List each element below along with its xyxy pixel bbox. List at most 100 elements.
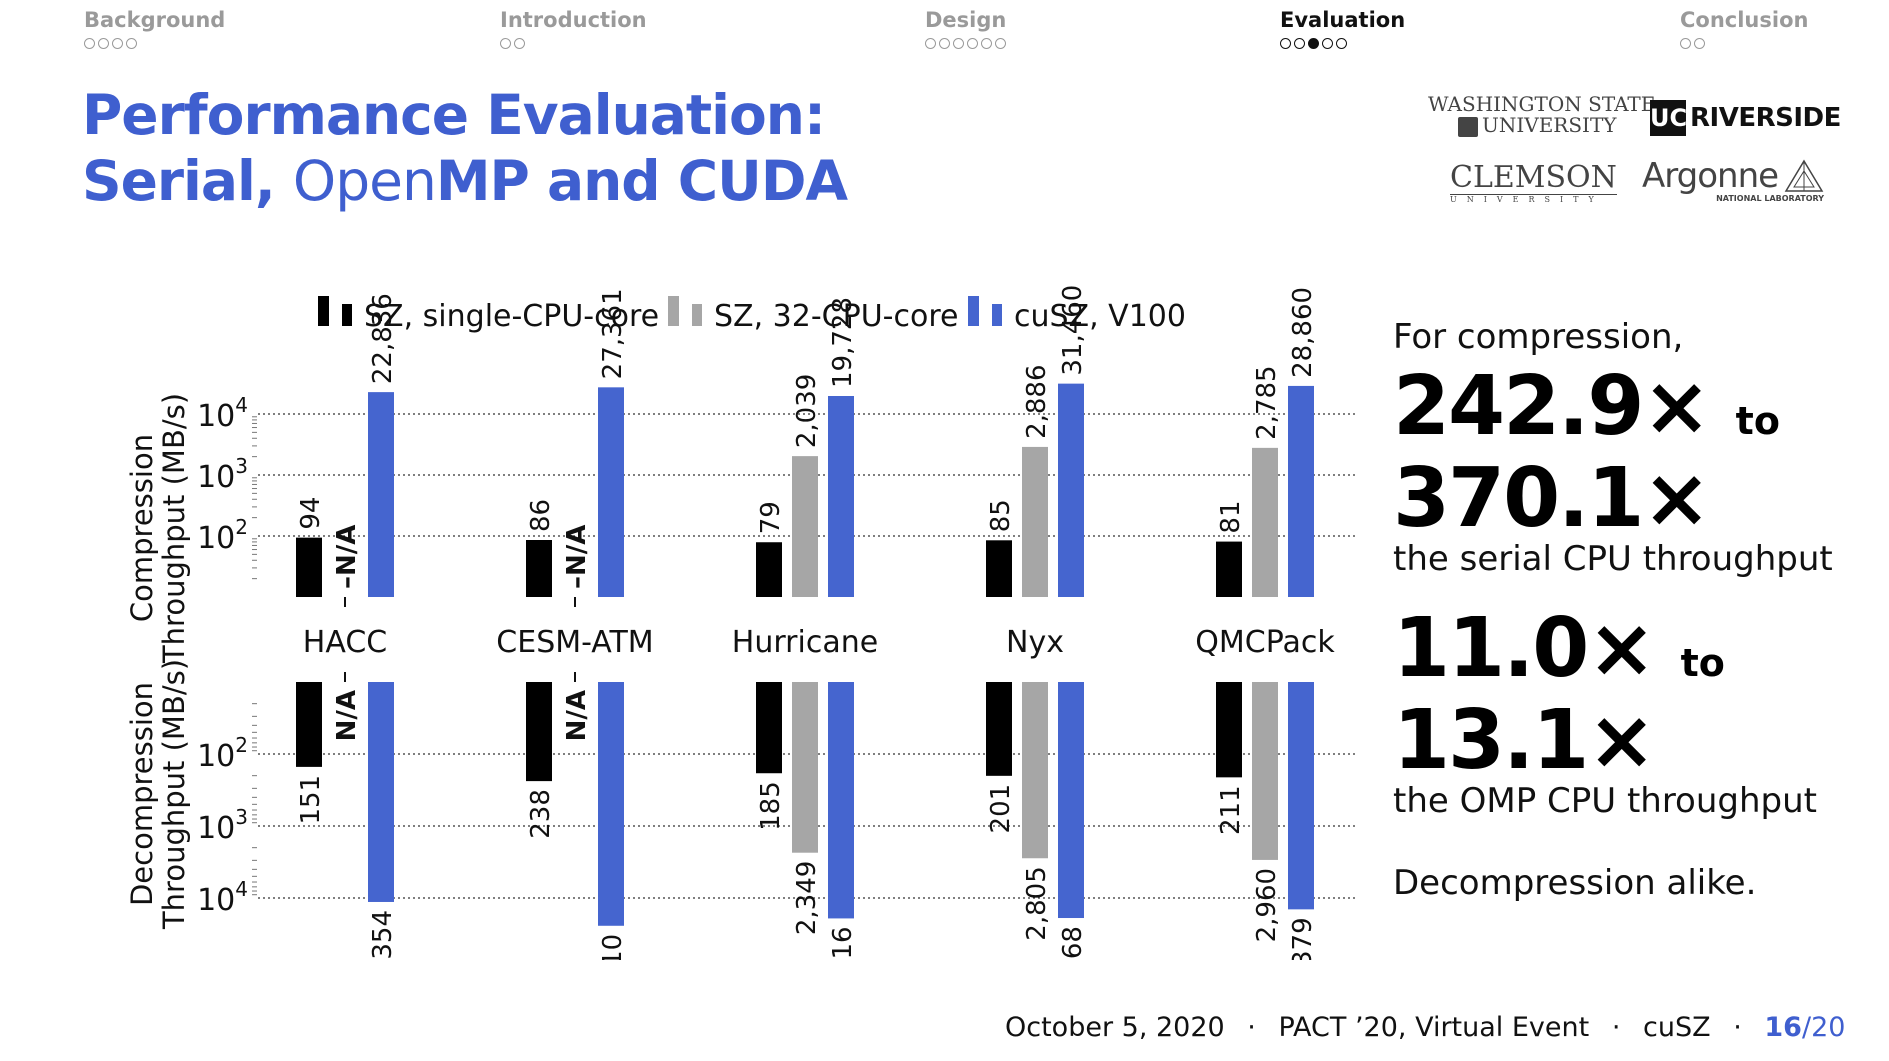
nav-item-introduction[interactable]: Introduction	[500, 8, 647, 49]
decomp-bar	[1058, 682, 1084, 919]
nav-dot[interactable]	[1280, 38, 1291, 49]
throughput-chart: SZ, single-CPU-core SZ, 32-CPU-core cuSZ, …	[125, 285, 1355, 960]
comp-bar	[986, 540, 1012, 597]
ucr-text: RIVERSIDE	[1690, 103, 1841, 133]
legend-label: SZ, 32-CPU-core	[714, 299, 958, 334]
legend-item: SZ, single-CPU-core	[318, 296, 659, 334]
nav-dot[interactable]	[995, 38, 1006, 49]
nav-dot[interactable]	[500, 38, 511, 49]
footer-project: cuSZ	[1643, 1012, 1711, 1043]
comp-bar	[1058, 383, 1084, 597]
footer-sep-2: ·	[1611, 1012, 1621, 1043]
compression-speedup-high: 370.1×	[1393, 451, 1711, 546]
institution-logos: WASHINGTON STATE UNIVERSITY UC RIVERSIDE…	[1420, 92, 1841, 212]
nav-dot[interactable]	[967, 38, 978, 49]
comp-a: 242.9×	[1393, 359, 1711, 454]
footer-sep-3: ·	[1733, 1012, 1742, 1043]
comp-data-label: 27,361	[598, 288, 628, 379]
footer-sep-1: ·	[1247, 1012, 1256, 1043]
nav-label: Evaluation	[1280, 8, 1406, 32]
decomp-bar	[1022, 682, 1048, 859]
decomp-tick-label: 103	[197, 805, 248, 846]
nav-dot[interactable]	[514, 38, 525, 49]
comp-data-label: 85	[986, 499, 1016, 532]
nav-dot[interactable]	[1694, 38, 1705, 49]
argonne-triangle-icon	[1784, 159, 1824, 192]
slide-title: Performance Evaluation: Serial, OpenMP a…	[82, 82, 848, 214]
decomp-bar	[1216, 682, 1242, 778]
decomp-bar	[1288, 682, 1314, 910]
decomp-bar	[792, 682, 818, 853]
nav-label: Introduction	[500, 8, 647, 32]
comp-data-label: 2,785	[1252, 365, 1282, 439]
footer-event: PACT ’20, Virtual Event	[1278, 1012, 1590, 1043]
nav-progress-dots	[925, 38, 1006, 49]
nav-dot[interactable]	[126, 38, 137, 49]
dec-to: to	[1680, 641, 1725, 685]
nav-item-background[interactable]: Background	[84, 8, 225, 49]
decomp-data-label: 24,310	[598, 934, 628, 960]
decomp-data-label: 18,968	[1058, 926, 1088, 960]
decomp-data-label: 2,349	[792, 861, 822, 935]
decomp-bar	[368, 682, 394, 902]
nav-dot[interactable]	[939, 38, 950, 49]
comp-bar	[828, 395, 854, 597]
comp-bar	[1216, 541, 1242, 597]
comp-data-label: 2,886	[1022, 364, 1052, 438]
comp-bar	[526, 539, 552, 597]
nav-dot[interactable]	[1308, 38, 1319, 49]
decomp-bar	[1252, 682, 1278, 860]
comp-tick-label: 103	[197, 454, 248, 495]
decompression-desc: the OMP CPU throughput	[1393, 781, 1818, 821]
nav-dot[interactable]	[1680, 38, 1691, 49]
nav-dot[interactable]	[84, 38, 95, 49]
decomp-data-label: 11,354	[368, 910, 398, 960]
legend-swatch	[668, 296, 679, 326]
nav-dot[interactable]	[953, 38, 964, 49]
nav-label: Background	[84, 8, 226, 32]
decomp-bar	[986, 682, 1012, 776]
nav-label: Design	[925, 8, 1007, 32]
comp-bar	[1022, 446, 1048, 597]
decompression-speedup-high: 13.1×	[1393, 693, 1656, 788]
comp-bar	[1288, 385, 1314, 597]
nav-dot[interactable]	[1336, 38, 1347, 49]
decomp-tick-label: 102	[197, 733, 248, 774]
legend-label: cuSZ, V100	[1014, 299, 1186, 334]
legend-swatch-small	[342, 304, 352, 326]
clemson-sub: UNIVERSITY	[1450, 194, 1617, 205]
nav-dot[interactable]	[112, 38, 123, 49]
nav-dot[interactable]	[1322, 38, 1333, 49]
nav-progress-dots	[500, 38, 647, 49]
nav-dot[interactable]	[925, 38, 936, 49]
nav-dot[interactable]	[981, 38, 992, 49]
nav-dot[interactable]	[98, 38, 109, 49]
comp-data-label: –N/A	[562, 525, 592, 589]
decomp-data-label: N/A	[562, 690, 592, 741]
nav-item-evaluation[interactable]: Evaluation	[1280, 8, 1405, 49]
wsu-shield-icon	[1458, 116, 1478, 137]
clemson-logo: CLEMSON UNIVERSITY	[1450, 162, 1617, 205]
decomp-tick-label: 104	[197, 877, 248, 918]
title-mp-cuda: MP and CUDA	[435, 149, 848, 213]
nav-progress-dots	[84, 38, 225, 49]
nav-dot[interactable]	[1294, 38, 1305, 49]
decomp-data-label: 185	[756, 781, 786, 831]
nav-item-conclusion[interactable]: Conclusion	[1680, 8, 1808, 49]
title-open: Open	[292, 149, 437, 213]
legend-swatch	[318, 296, 329, 326]
comp-data-label: 79	[756, 501, 786, 534]
comp-tick-label: 104	[197, 393, 248, 434]
decomp-bar	[526, 682, 552, 782]
nav-item-design[interactable]: Design	[925, 8, 1006, 49]
comp-data-label: 28,860	[1288, 287, 1318, 378]
decomp-bar	[756, 682, 782, 774]
clemson-name: CLEMSON	[1450, 160, 1617, 195]
decomp-data-label: N/A	[332, 690, 362, 741]
comp-bar	[368, 392, 394, 597]
comp-bar	[1252, 447, 1278, 597]
category-label: HACC	[303, 625, 387, 660]
section-nav: Background Introduction Design Evaluation Co…	[0, 8, 1889, 68]
ucr-logo: UC RIVERSIDE	[1650, 100, 1841, 136]
decomp-bar	[598, 682, 624, 926]
